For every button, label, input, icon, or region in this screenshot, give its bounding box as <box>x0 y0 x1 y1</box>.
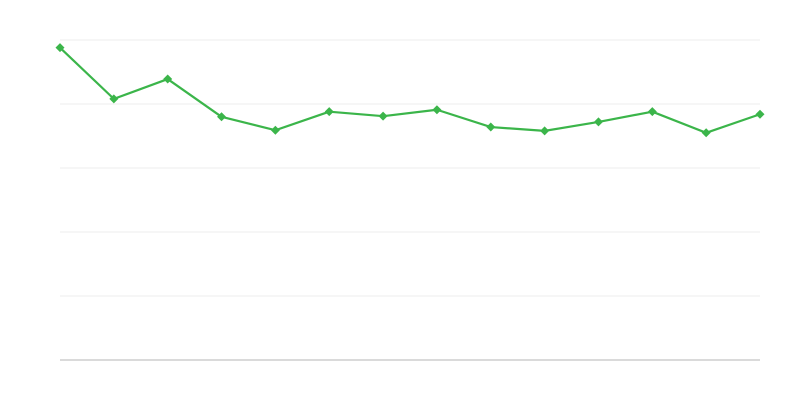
line <box>59 46 761 134</box>
marker <box>324 107 334 117</box>
marker <box>755 109 765 119</box>
marker <box>701 128 711 138</box>
marker <box>432 105 442 115</box>
marker <box>270 125 280 135</box>
marker <box>55 43 65 53</box>
marker <box>486 122 496 132</box>
marker <box>217 112 227 122</box>
marker <box>378 111 388 121</box>
marker <box>540 126 550 136</box>
marker <box>163 74 173 84</box>
marker <box>109 94 119 104</box>
marker <box>647 107 657 117</box>
marker <box>593 117 603 127</box>
